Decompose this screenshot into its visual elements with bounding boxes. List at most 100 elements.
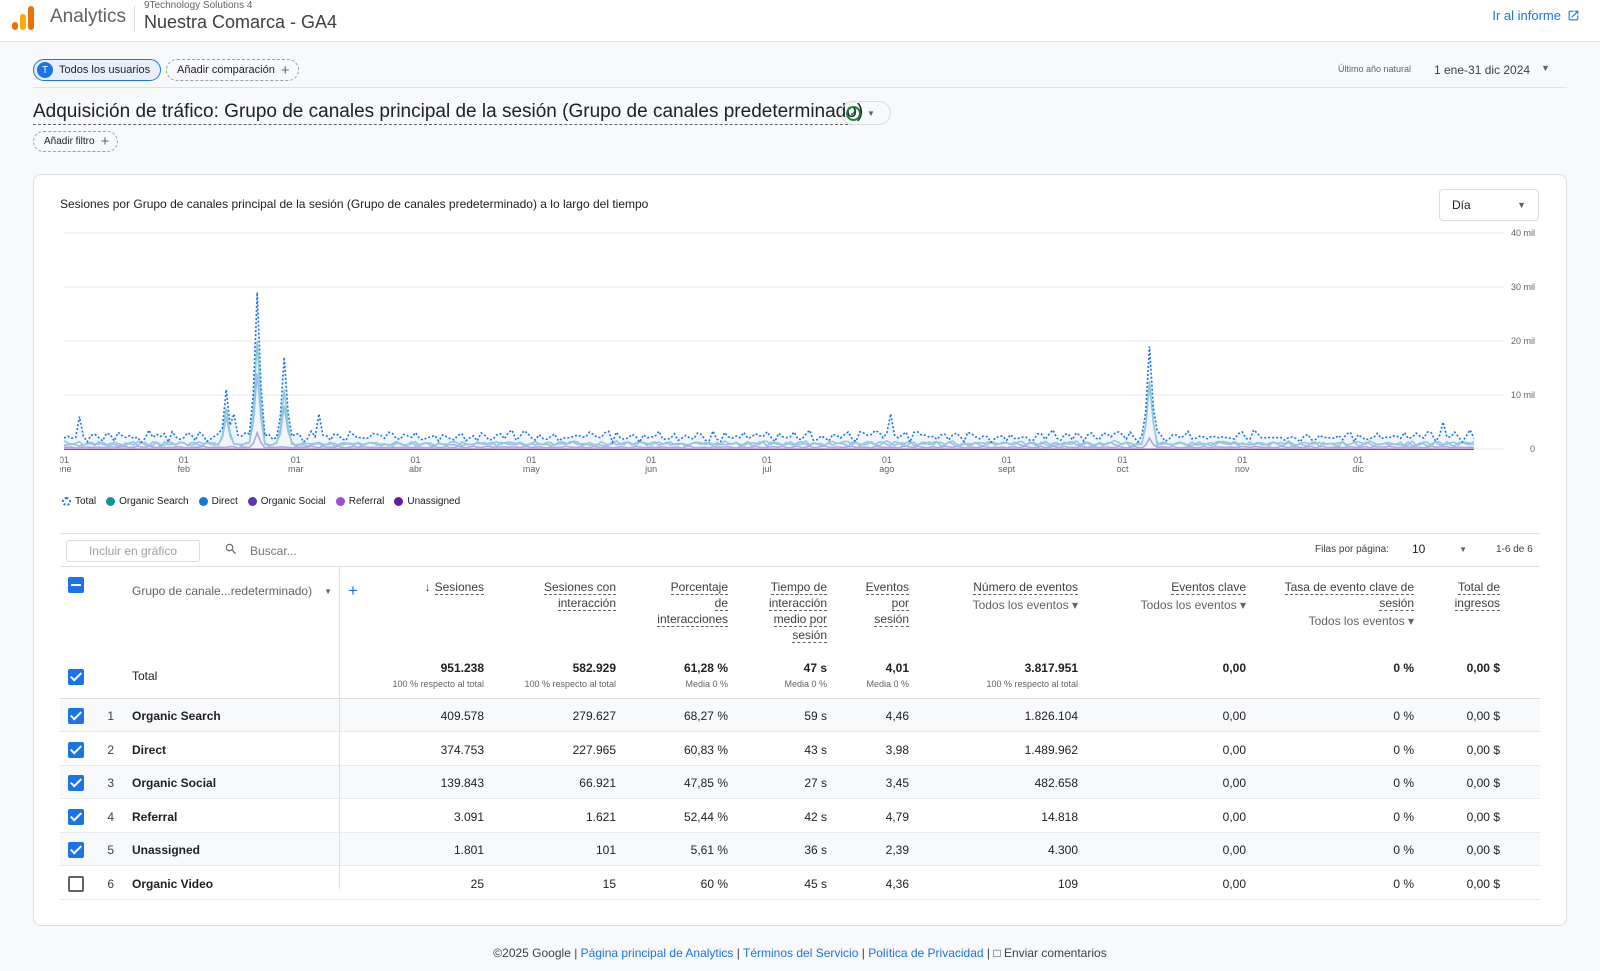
x-tick-day: 01 <box>1002 455 1012 465</box>
analytics-logo-icon[interactable] <box>12 4 36 30</box>
feedback-icon[interactable]: □ <box>993 946 1001 960</box>
y-tick-label: 30 mil <box>1511 282 1535 292</box>
column-header[interactable]: Total de ingresos <box>1454 579 1500 611</box>
go-to-report-link[interactable]: Ir al informe <box>1492 8 1580 23</box>
total-cell: 47 s Media 0 % <box>784 661 827 689</box>
table-cell: 60,83 % <box>683 742 728 757</box>
caret-down-icon[interactable]: ▼ <box>1541 63 1550 73</box>
column-header-label: interacciones <box>657 612 728 627</box>
table-cell: 0 % <box>1393 709 1414 723</box>
table-row[interactable]: 1 Organic Search 409.578 279.627 68,27 % 59 s… <box>60 699 1540 732</box>
x-tick-month: dic <box>1352 464 1364 474</box>
date-range-picker[interactable]: 1 ene-31 dic 2024 <box>1434 63 1531 77</box>
data-table: Grupo de canale...redeterminado) ▼ + ↓ Se… <box>60 567 1540 900</box>
column-header[interactable]: Porcentaje de interacciones <box>657 579 728 627</box>
column-header[interactable]: ↓ Sesiones <box>425 579 484 595</box>
column-header[interactable]: Tasa de evento clave de sesión Todos los e… <box>1284 579 1414 629</box>
rows-per-page-value: 10 <box>1412 542 1426 556</box>
report-title[interactable]: Adquisición de tráfico: Grupo de canales… <box>33 100 864 125</box>
table-row[interactable]: 6 Organic Video 25 15 60 % 45 s 4,36 109 0,00 0 %… <box>60 867 1540 900</box>
column-header-label: Tasa de evento clave de <box>1284 580 1414 595</box>
event-filter-select[interactable]: Todos los eventos ▾ <box>1140 598 1246 612</box>
row-checkbox[interactable] <box>68 741 84 758</box>
channel-name[interactable]: Organic Social <box>132 776 217 790</box>
chart-title: Sesiones por Grupo de canales principal … <box>60 197 649 211</box>
add-dimension-icon[interactable]: + <box>348 581 358 600</box>
account-name[interactable]: 9Technology Solutions 4 <box>144 0 253 11</box>
table-cell: 4,36 <box>885 876 909 891</box>
table-cell: 1.826.104 <box>1024 709 1078 723</box>
column-header[interactable]: Sesiones con interacción <box>543 579 616 611</box>
granularity-select[interactable]: Día ▼ <box>1439 189 1539 221</box>
footer: ©2025 Google | Página principal de Analy… <box>493 946 1107 960</box>
legend-item[interactable]: Total <box>62 496 96 507</box>
total-checkbox[interactable] <box>68 669 84 685</box>
channel-name[interactable]: Unassigned <box>132 843 201 857</box>
row-checkbox[interactable] <box>68 875 84 892</box>
table-row[interactable]: 2 Direct 374.753 227.965 60,83 % 43 s 3,98 1.48… <box>60 733 1540 766</box>
column-header[interactable]: Eventos por sesión <box>865 579 909 627</box>
event-filter-select[interactable]: Todos los eventos ▾ <box>1308 614 1414 628</box>
date-range-label: Último año natural <box>1338 64 1412 74</box>
x-tick-day: 01 <box>526 455 536 465</box>
total-row: Total 951.238 100 % respecto al total 582.9… <box>60 657 1540 699</box>
table-cell: 0,00 $ <box>1466 809 1500 824</box>
include-in-chart-button[interactable]: Incluir en gráfico <box>66 540 200 562</box>
x-tick-month: may <box>523 464 541 474</box>
table-row[interactable]: 5 Unassigned 1.801 101 5,61 % 36 s 2,39 4.300 0,… <box>60 833 1540 866</box>
send-feedback-link[interactable]: Enviar comentarios <box>1003 946 1107 960</box>
rows-per-page-select[interactable]: 10 ▼ <box>1412 542 1467 556</box>
select-all-checkbox[interactable] <box>68 577 84 593</box>
add-filter-button[interactable]: Añadir filtro + <box>33 131 119 152</box>
column-header[interactable]: Tiempo de interacción medio por sesión <box>768 579 827 643</box>
property-name[interactable]: Nuestra Comarca - GA4 <box>144 12 338 32</box>
add-comparison-button[interactable]: Añadir comparación + <box>166 59 299 81</box>
dimension-selector[interactable]: Grupo de canale...redeterminado) ▼ + <box>132 581 358 601</box>
row-checkbox[interactable] <box>68 708 84 724</box>
app-name[interactable]: Analytics <box>50 6 127 27</box>
event-filter-select[interactable]: Todos los eventos ▾ <box>972 598 1078 612</box>
total-cell: 0,00 <box>1223 661 1246 675</box>
table-cell: 0 % <box>1393 876 1414 891</box>
x-tick-day: 01 <box>179 455 189 465</box>
chart-legend: Total Organic Search Direct Organic Social R… <box>62 496 460 507</box>
channel-name[interactable]: Organic Video <box>132 876 214 891</box>
report-status-menu[interactable]: ✓ ▼ <box>841 101 891 125</box>
row-checkbox[interactable] <box>68 775 84 791</box>
terms-link[interactable]: Términos del Servicio <box>743 946 859 960</box>
column-header-label: por <box>891 596 909 611</box>
segment-chip[interactable]: T Todos los usuarios <box>33 59 162 81</box>
row-index: 2 <box>107 742 114 757</box>
table-cell: 0,00 <box>1222 876 1246 891</box>
search-input[interactable] <box>250 540 550 562</box>
legend-item[interactable]: Organic Social <box>247 496 326 507</box>
column-header[interactable]: Eventos clave Todos los eventos ▾ <box>1141 579 1246 613</box>
legend-item[interactable]: Unassigned <box>394 496 460 507</box>
channel-name[interactable]: Organic Search <box>132 709 221 723</box>
row-index: 4 <box>107 809 114 824</box>
total-cell: 0 % <box>1393 661 1414 675</box>
table-cell: 59 s <box>804 709 827 723</box>
legend-item[interactable]: Referral <box>335 496 384 507</box>
table-row[interactable]: 4 Referral 3.091 1.621 52,44 % 42 s 4,79 14.818… <box>60 800 1540 833</box>
legend-label: Total <box>75 496 97 507</box>
row-checkbox[interactable] <box>68 842 84 858</box>
row-checkbox[interactable] <box>68 808 84 825</box>
privacy-link[interactable]: Política de Privacidad <box>868 946 984 960</box>
x-tick-month: jun <box>644 464 657 474</box>
y-tick-label: 20 mil <box>1511 336 1535 346</box>
analytics-home-link[interactable]: Página principal de Analytics <box>580 946 734 960</box>
y-tick-label: 10 mil <box>1511 390 1535 400</box>
table-cell: 3,98 <box>885 742 909 757</box>
channel-name[interactable]: Direct <box>132 742 167 757</box>
table-cell: 279.627 <box>572 709 616 723</box>
channel-name[interactable]: Referral <box>132 809 178 824</box>
table-row[interactable]: 3 Organic Social 139.843 66.921 47,85 % 27 s 3… <box>60 766 1540 799</box>
legend-label: Organic Search <box>119 496 189 507</box>
legend-dot-icon <box>335 497 345 506</box>
legend-item[interactable]: Organic Search <box>106 496 189 507</box>
legend-item[interactable]: Direct <box>198 496 238 507</box>
table-cell: 0 % <box>1393 843 1414 857</box>
column-header[interactable]: Número de eventos Todos los eventos ▾ <box>973 579 1078 613</box>
